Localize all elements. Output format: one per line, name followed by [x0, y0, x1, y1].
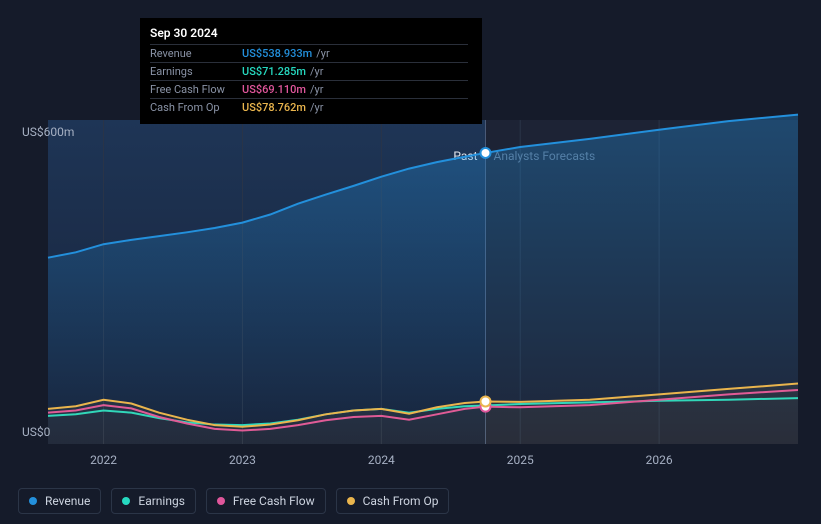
tooltip-value: US$538.933m	[242, 47, 312, 60]
legend-item-revenue[interactable]: Revenue	[18, 488, 101, 514]
tooltip-label: Free Cash Flow	[150, 83, 242, 96]
legend-item-cash-from-op[interactable]: Cash From Op	[336, 488, 450, 514]
tooltip-label: Revenue	[150, 47, 242, 60]
tooltip-date: Sep 30 2024	[150, 26, 468, 40]
tooltip-unit: /yr	[310, 65, 323, 78]
legend-item-free-cash-flow[interactable]: Free Cash Flow	[206, 488, 326, 514]
svg-text:2025: 2025	[507, 453, 534, 467]
tooltip-unit: /yr	[316, 47, 329, 60]
legend-label: Free Cash Flow	[233, 494, 315, 508]
tooltip-unit: /yr	[310, 101, 323, 114]
tooltip-value: US$71.285m	[242, 65, 306, 78]
svg-text:2026: 2026	[646, 453, 673, 467]
chart-legend: Revenue Earnings Free Cash Flow Cash From O…	[18, 488, 449, 514]
tooltip-row: Free Cash FlowUS$69.110m/yr	[150, 80, 468, 98]
tooltip-row: EarningsUS$71.285m/yr	[150, 62, 468, 80]
legend-dot-icon	[122, 497, 130, 505]
svg-text:US$0: US$0	[22, 425, 51, 439]
svg-text:2024: 2024	[368, 453, 395, 467]
svg-text:2022: 2022	[90, 453, 117, 467]
svg-text:US$600m: US$600m	[22, 125, 74, 139]
legend-label: Earnings	[138, 494, 185, 508]
legend-label: Cash From Op	[363, 494, 439, 508]
chart-tooltip: Sep 30 2024 RevenueUS$538.933m/yrEarning…	[140, 18, 482, 124]
tooltip-value: US$78.762m	[242, 101, 306, 114]
svg-text:2023: 2023	[229, 453, 256, 467]
tooltip-row: RevenueUS$538.933m/yr	[150, 44, 468, 62]
legend-dot-icon	[217, 497, 225, 505]
tooltip-value: US$69.110m	[242, 83, 306, 96]
legend-dot-icon	[347, 497, 355, 505]
legend-item-earnings[interactable]: Earnings	[111, 488, 196, 514]
tooltip-row: Cash From OpUS$78.762m/yr	[150, 98, 468, 116]
tooltip-label: Cash From Op	[150, 101, 242, 114]
tooltip-unit: /yr	[310, 83, 323, 96]
legend-dot-icon	[29, 497, 37, 505]
tooltip-label: Earnings	[150, 65, 242, 78]
legend-label: Revenue	[45, 494, 90, 508]
